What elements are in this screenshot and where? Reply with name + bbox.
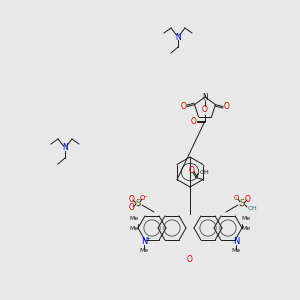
Text: Me: Me [242, 226, 250, 232]
Text: O: O [223, 102, 229, 111]
Text: N: N [233, 238, 239, 247]
Text: O: O [129, 203, 135, 212]
Text: O: O [191, 116, 197, 125]
Text: N: N [141, 238, 147, 247]
Text: N: N [62, 143, 68, 152]
Text: Me: Me [231, 248, 241, 253]
Text: O: O [187, 256, 193, 265]
Text: Me: Me [129, 226, 139, 232]
Text: OH: OH [248, 206, 258, 211]
Text: Me: Me [140, 248, 148, 253]
Text: Me: Me [129, 217, 139, 221]
Text: O⁻: O⁻ [140, 195, 148, 201]
Text: O: O [129, 196, 135, 205]
Text: N: N [175, 32, 181, 41]
Text: S: S [135, 200, 141, 208]
Text: S: S [239, 200, 244, 208]
Text: O: O [189, 166, 195, 175]
Text: O: O [181, 102, 187, 111]
Text: +: + [146, 236, 151, 241]
Text: OH: OH [200, 170, 210, 175]
Text: O: O [233, 195, 239, 201]
Text: Me: Me [242, 217, 250, 221]
Text: O: O [245, 196, 251, 205]
Text: N: N [202, 92, 208, 101]
Text: O: O [202, 105, 208, 114]
